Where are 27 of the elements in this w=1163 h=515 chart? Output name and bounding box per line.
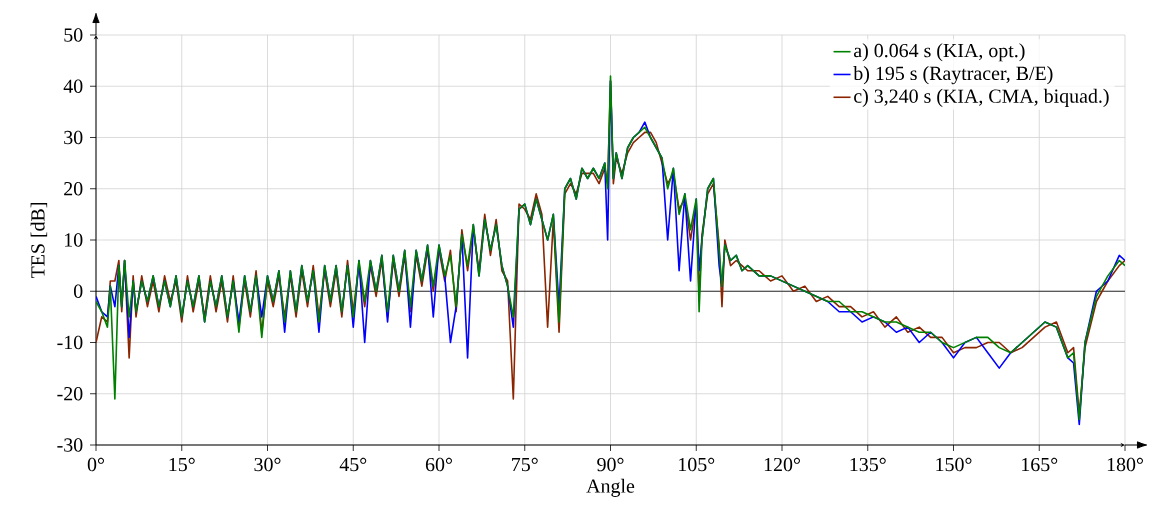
x-tick-label: 45° — [339, 457, 367, 472]
legend-label: b) 195 s (Raytracer, B/E) — [853, 66, 1053, 85]
legend-label: c) 3,240 s (KIA, CMA, biquad.) — [854, 88, 1109, 107]
x-tick-label: 105° — [679, 457, 715, 472]
y-axis-title: TES [dB] — [30, 203, 48, 279]
legend-label: a) 0.064 s (KIA, opt.) — [854, 43, 1025, 62]
x-tick-label: 90° — [597, 457, 624, 472]
y-tick-label: 40 — [63, 79, 83, 93]
y-tick-label: 50 — [64, 28, 83, 42]
x-tick-label: 60° — [425, 457, 452, 472]
x-tick-label: 180° — [1107, 457, 1143, 472]
x-tick-label: 165° — [1022, 457, 1058, 472]
x-tick-label: 0° — [87, 457, 104, 472]
y-tick-label: 30 — [64, 130, 83, 145]
x-axis-title: Angle — [586, 478, 635, 497]
y-tick-label: 20 — [64, 182, 83, 196]
y-tick-label: 0 — [73, 284, 83, 298]
y-tick-label: -30 — [57, 438, 83, 452]
y-tick-label: 10 — [65, 233, 83, 247]
x-tick-label: 30° — [254, 457, 281, 472]
x-tick-label: 75° — [512, 457, 538, 472]
x-tick-label: 135° — [850, 457, 886, 472]
x-tick-label: 120° — [764, 457, 800, 472]
x-tick-label: 15° — [169, 457, 195, 472]
y-tick-label: -20 — [57, 387, 83, 401]
x-tick-label: 150° — [936, 457, 972, 472]
y-tick-label: -10 — [57, 335, 83, 350]
